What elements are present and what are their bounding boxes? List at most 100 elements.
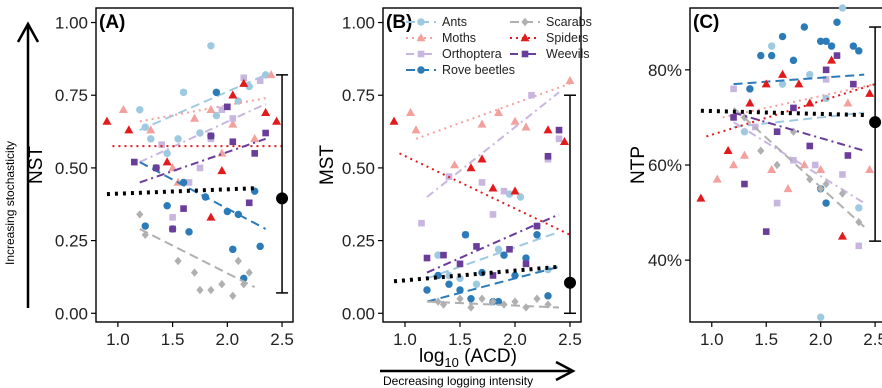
data-point: [102, 116, 112, 125]
y-axis-label: NTP: [628, 146, 649, 184]
data-point: [250, 134, 260, 143]
data-point: [190, 113, 199, 122]
data-point: [141, 222, 149, 230]
series-spiders: [102, 78, 283, 221]
data-point: [266, 70, 276, 79]
fit-line: [139, 97, 266, 123]
fit-line: [399, 152, 571, 236]
data-point: [180, 205, 187, 212]
data-point: [229, 138, 237, 146]
legend-label: Scarabs: [546, 15, 592, 29]
data-point: [478, 294, 486, 303]
legend-item-ants: Ants: [406, 15, 467, 29]
data-point: [767, 51, 776, 60]
series-orthoptera: [131, 74, 267, 221]
data-point: [228, 119, 238, 128]
data-point: [833, 52, 841, 59]
data-point: [272, 116, 282, 125]
data-point: [147, 135, 155, 143]
data-point: [822, 76, 830, 83]
data-point: [521, 122, 531, 131]
legend-marker: [417, 66, 425, 74]
fit-line: [426, 91, 560, 198]
data-point: [773, 160, 781, 170]
legend-marker: [520, 33, 530, 42]
data-point: [179, 88, 188, 97]
data-point: [544, 152, 552, 160]
data-point: [555, 135, 563, 143]
data-point: [783, 183, 793, 193]
data-point: [806, 70, 814, 79]
data-point: [533, 231, 541, 239]
x-tick-label: 1.5: [161, 330, 185, 349]
data-point: [169, 225, 176, 233]
data-point: [245, 268, 253, 277]
data-point: [533, 222, 541, 230]
legend: Ants Moths Orthoptera Rove beetles Scarabs Sp…: [406, 15, 592, 77]
data-point: [251, 150, 258, 157]
y-tick-label: 1.00: [342, 14, 375, 33]
data-point: [773, 199, 781, 207]
data-point: [196, 129, 204, 137]
data-point: [816, 313, 825, 321]
data-point: [822, 179, 830, 189]
data-point: [406, 107, 415, 116]
data-point: [423, 286, 431, 294]
data-point: [822, 66, 830, 74]
data-point: [256, 77, 264, 84]
data-point: [229, 245, 237, 254]
fit-line: [139, 228, 256, 289]
data-point: [196, 285, 204, 295]
fit-line: [733, 111, 865, 152]
data-point: [739, 150, 749, 159]
data-point: [712, 174, 722, 183]
overall-trend-line: [106, 186, 255, 197]
data-point: [136, 210, 144, 219]
data-point: [174, 135, 182, 143]
data-point: [434, 297, 442, 306]
data-point: [528, 91, 535, 99]
x-tick-label: 2.0: [809, 330, 833, 349]
data-point: [730, 114, 737, 121]
data-point: [773, 128, 781, 135]
data-point: [477, 154, 487, 163]
x-tick-label: 2.5: [863, 330, 882, 349]
y-tick-label: 0.75: [55, 86, 88, 105]
series-weevils: [730, 52, 865, 235]
data-point: [218, 280, 226, 289]
series-spiders: [696, 55, 876, 240]
logging-note: Decreasing logging intensity: [383, 374, 533, 388]
plot-frame: [382, 7, 582, 323]
legend-item-moths: Moths: [406, 31, 476, 45]
y-tick-label: 0.50: [342, 159, 375, 178]
fit-line: [733, 121, 865, 204]
series-moths: [406, 75, 575, 169]
stochasticity-note: Increasing stochasticity: [3, 141, 17, 265]
series-scarabs: [136, 210, 256, 301]
data-point: [218, 106, 226, 114]
stochasticity-arrow: Increasing stochasticity: [3, 21, 40, 308]
legend-marker: [521, 17, 529, 27]
series-scarabs: [426, 294, 560, 312]
data-point: [423, 254, 431, 262]
data-point: [838, 4, 847, 12]
legend-marker: [521, 50, 529, 58]
data-point: [440, 251, 447, 259]
data-point: [510, 116, 520, 125]
x-tick-label: 2.0: [216, 330, 240, 349]
data-point: [168, 163, 178, 172]
data-point: [838, 189, 847, 198]
data-point: [206, 212, 216, 221]
series-weevils: [131, 103, 269, 233]
data-point: [494, 297, 503, 306]
data-point: [849, 42, 858, 50]
data-point: [729, 160, 739, 169]
y-tick-label: 60%: [648, 156, 682, 175]
data-point: [489, 211, 497, 218]
y-tick-label: 0.25: [342, 232, 375, 251]
data-point: [816, 164, 826, 174]
data-point: [822, 94, 830, 103]
overall-mean-point: [276, 192, 289, 205]
x-tick-label: 2.5: [558, 330, 582, 349]
